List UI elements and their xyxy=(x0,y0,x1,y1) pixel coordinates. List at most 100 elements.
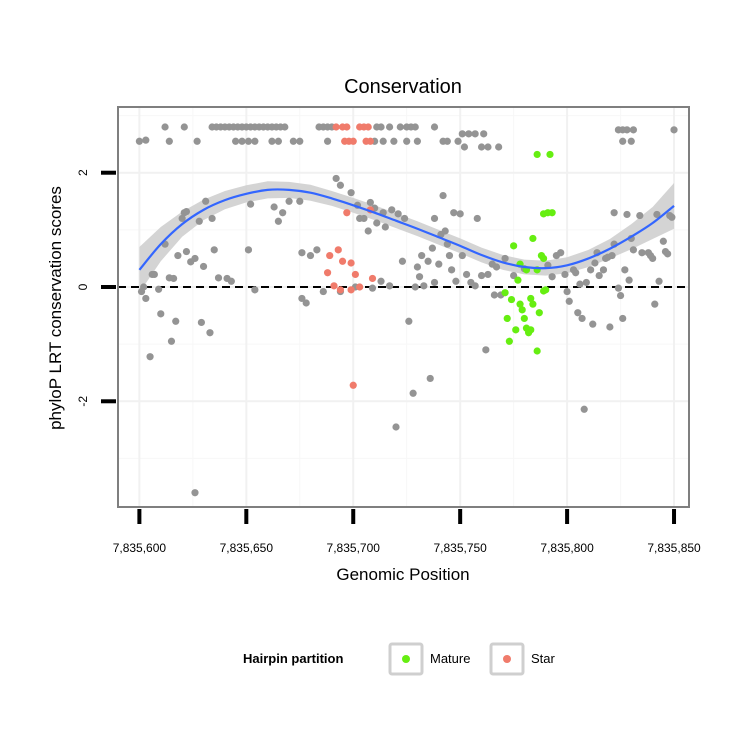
point-other xyxy=(651,300,659,308)
point-other xyxy=(599,266,608,274)
point-mature xyxy=(533,150,541,159)
point-star xyxy=(330,282,338,290)
point-other xyxy=(313,246,321,254)
point-other xyxy=(471,130,479,138)
point-other xyxy=(548,273,556,281)
point-other xyxy=(649,254,657,263)
point-mature xyxy=(507,295,516,304)
point-other xyxy=(390,137,398,145)
point-other xyxy=(448,266,456,274)
point-other xyxy=(582,278,590,287)
point-other xyxy=(161,123,169,131)
point-other xyxy=(653,210,661,219)
point-other xyxy=(580,405,588,413)
point-other xyxy=(398,257,407,265)
point-mature xyxy=(516,300,524,308)
point-other xyxy=(199,262,208,271)
point-other xyxy=(270,203,278,211)
point-other xyxy=(428,244,436,252)
point-other xyxy=(616,291,625,300)
point-other xyxy=(377,123,385,131)
point-other xyxy=(441,227,449,235)
smooth-line-layer xyxy=(138,188,675,271)
x-tick-label: 7,835,750 xyxy=(433,541,487,555)
panel-border xyxy=(117,106,690,508)
point-mature xyxy=(535,309,543,317)
point-star xyxy=(343,123,351,131)
point-other xyxy=(619,314,627,323)
legend-label-star: Star xyxy=(531,651,556,666)
point-other xyxy=(180,123,188,131)
point-other xyxy=(629,126,637,134)
grid-lines xyxy=(118,107,689,507)
point-other xyxy=(589,320,597,328)
point-other xyxy=(298,294,306,303)
point-other xyxy=(319,287,327,296)
point-star xyxy=(332,123,340,131)
point-other xyxy=(210,246,218,254)
point-mature xyxy=(529,300,537,308)
point-other xyxy=(172,317,180,325)
point-mature xyxy=(503,314,511,323)
point-other xyxy=(608,251,616,260)
point-other xyxy=(477,271,486,280)
point-other xyxy=(452,277,460,285)
point-other xyxy=(557,249,565,257)
x-tick-label: 7,835,600 xyxy=(113,541,167,555)
point-other xyxy=(420,282,428,290)
point-other xyxy=(456,210,464,218)
point-other xyxy=(587,266,595,274)
point-other xyxy=(659,237,667,245)
point-other xyxy=(418,251,426,260)
point-other xyxy=(484,143,492,151)
point-other xyxy=(492,263,501,271)
point-other xyxy=(623,210,631,219)
point-other xyxy=(155,285,163,293)
point-other xyxy=(281,123,289,131)
point-other xyxy=(445,251,454,260)
point-other xyxy=(629,246,637,254)
point-other xyxy=(430,278,439,287)
point-other xyxy=(202,197,210,205)
point-other xyxy=(146,353,154,361)
point-other xyxy=(246,200,255,208)
point-other xyxy=(619,137,627,145)
point-other xyxy=(625,276,633,284)
point-other xyxy=(572,269,580,277)
point-other xyxy=(411,123,419,131)
point-other xyxy=(621,266,629,274)
point-other xyxy=(636,211,644,220)
point-other xyxy=(465,130,473,138)
y-tick-label: 0 xyxy=(76,283,90,290)
point-mature xyxy=(510,242,518,250)
x-tick-label: 7,835,850 xyxy=(647,541,701,555)
point-other xyxy=(458,130,466,138)
y-tick-label: 2 xyxy=(76,169,90,176)
point-other xyxy=(415,273,424,281)
point-mature xyxy=(548,209,556,217)
point-other xyxy=(285,197,293,205)
point-other xyxy=(364,227,372,235)
point-other xyxy=(565,297,573,305)
point-star xyxy=(334,246,342,254)
point-other xyxy=(274,217,282,225)
point-other xyxy=(490,291,498,299)
point-star xyxy=(338,257,347,265)
point-other xyxy=(191,489,199,497)
point-star xyxy=(349,137,357,145)
point-other xyxy=(165,137,173,145)
point-other xyxy=(439,191,447,200)
point-other xyxy=(140,283,148,291)
point-other xyxy=(279,209,287,217)
smooth-fit-line xyxy=(138,188,675,271)
point-other xyxy=(413,137,422,145)
point-other xyxy=(385,282,394,290)
x-tick-label: 7,835,700 xyxy=(327,541,381,555)
x-tick-label: 7,835,650 xyxy=(220,541,274,555)
point-other xyxy=(614,284,623,292)
point-star xyxy=(368,274,377,283)
point-other xyxy=(197,318,206,327)
point-other xyxy=(323,137,332,145)
legend: Hairpin partition Mature Star xyxy=(243,642,556,676)
